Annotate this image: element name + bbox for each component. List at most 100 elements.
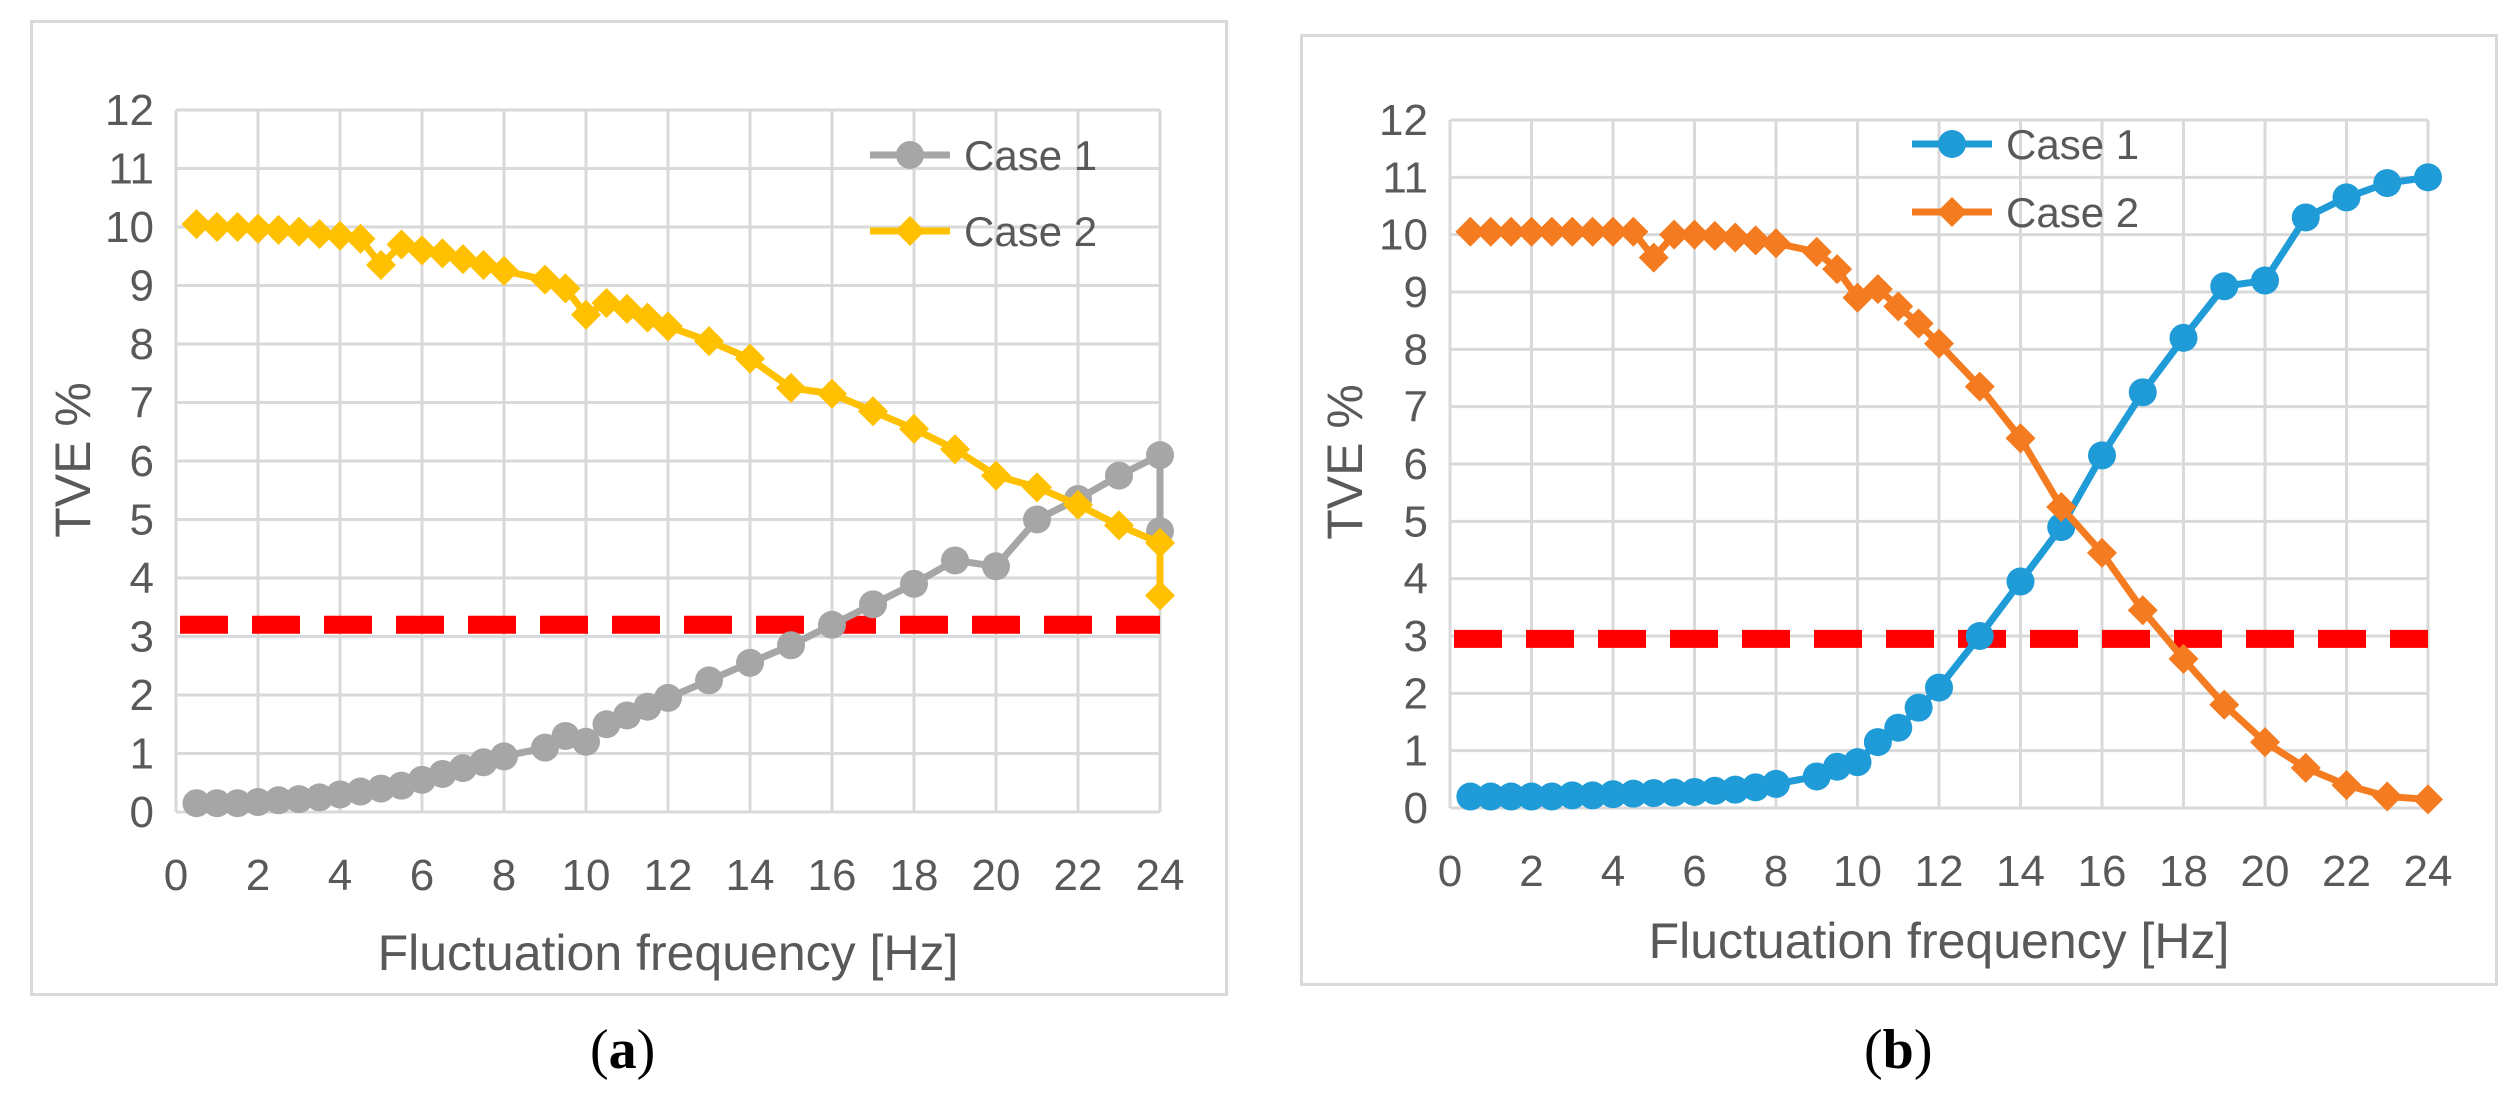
data-point xyxy=(1577,216,1608,247)
y-tick-label: 2 xyxy=(1404,669,1428,718)
data-point xyxy=(1476,782,1505,811)
legend-label: Case 1 xyxy=(964,132,1097,179)
data-point xyxy=(776,372,806,403)
x-axis-title: Fluctuation frequency [Hz] xyxy=(378,925,959,981)
data-point xyxy=(1903,308,1934,339)
y-tick-label: 10 xyxy=(105,203,154,252)
data-point xyxy=(1599,780,1627,809)
data-point xyxy=(367,774,395,803)
data-point xyxy=(366,250,396,281)
data-point xyxy=(1699,220,1730,251)
y-tick-label: 10 xyxy=(1379,211,1428,260)
data-point xyxy=(1883,291,1914,322)
data-point xyxy=(550,273,581,304)
data-point xyxy=(572,727,600,756)
y-tick-label: 6 xyxy=(1404,440,1428,489)
data-point xyxy=(2169,323,2198,352)
y-tick-label: 7 xyxy=(130,379,154,428)
data-point xyxy=(1619,779,1648,808)
data-point xyxy=(2290,752,2321,783)
data-point xyxy=(1964,371,1995,402)
data-point xyxy=(1801,236,1832,267)
x-tick-label: 6 xyxy=(410,851,434,900)
x-tick-label: 2 xyxy=(1519,847,1543,896)
x-tick-label: 10 xyxy=(1833,847,1882,896)
y-tick-label: 5 xyxy=(130,496,154,545)
data-point xyxy=(1762,769,1790,798)
data-point xyxy=(1659,219,1690,250)
data-point xyxy=(1863,728,1892,757)
x-tick-label: 6 xyxy=(1682,847,1706,896)
x-tick-label: 14 xyxy=(726,851,775,900)
data-point xyxy=(2414,163,2442,192)
data-point xyxy=(285,785,313,814)
data-point xyxy=(1720,222,1751,253)
data-point xyxy=(899,413,929,444)
x-axis-title: Fluctuation frequency [Hz] xyxy=(1649,913,2230,969)
data-point xyxy=(2005,423,2036,454)
data-point xyxy=(1496,216,1527,247)
y-tick-label: 0 xyxy=(1404,784,1428,833)
legend-label: Case 2 xyxy=(964,208,1097,255)
data-point xyxy=(2332,183,2361,212)
data-point xyxy=(1680,777,1709,806)
data-point xyxy=(571,299,601,330)
y-axis-title: TVE % xyxy=(1317,384,1373,540)
data-point xyxy=(1700,776,1729,805)
data-point xyxy=(1965,622,1994,650)
data-point xyxy=(1578,781,1607,810)
data-point xyxy=(859,590,887,619)
data-point xyxy=(1146,441,1174,470)
data-point xyxy=(304,219,335,250)
data-point xyxy=(2046,492,2077,522)
data-point xyxy=(1740,225,1771,256)
data-point xyxy=(1761,228,1791,259)
data-point xyxy=(243,213,273,244)
data-point xyxy=(2006,567,2035,596)
data-point xyxy=(1023,505,1051,534)
data-point xyxy=(1925,673,1953,702)
y-tick-label: 1 xyxy=(1404,727,1428,776)
y-tick-label: 8 xyxy=(1404,325,1428,374)
data-point xyxy=(489,255,519,286)
x-tick-label: 22 xyxy=(2322,847,2371,896)
caption-a-label: a xyxy=(608,1019,637,1081)
data-point xyxy=(263,214,294,245)
data-point xyxy=(1105,461,1133,490)
data-point xyxy=(2209,689,2240,720)
x-tick-label: 20 xyxy=(972,851,1021,900)
legend-marker xyxy=(1937,197,1967,227)
legend-marker xyxy=(1938,130,1966,158)
data-point xyxy=(736,648,764,677)
y-tick-label: 6 xyxy=(130,437,154,486)
data-point xyxy=(2168,643,2199,674)
data-point xyxy=(284,216,314,247)
data-point xyxy=(2250,727,2280,758)
data-point xyxy=(1517,782,1546,811)
data-point xyxy=(858,396,888,427)
data-point xyxy=(654,683,682,712)
chart-b-frame xyxy=(1300,34,2498,986)
data-point xyxy=(181,209,212,240)
data-point xyxy=(203,789,231,818)
x-tick-label: 22 xyxy=(1054,851,1103,900)
data-point xyxy=(2372,781,2403,812)
data-point xyxy=(1497,782,1526,811)
chart-a-frame xyxy=(30,20,1228,996)
y-tick-label: 7 xyxy=(1404,383,1428,432)
data-point xyxy=(818,610,846,639)
y-tick-label: 12 xyxy=(105,86,154,135)
legend-marker xyxy=(896,141,924,169)
data-point xyxy=(1536,216,1567,247)
data-point xyxy=(940,434,970,465)
data-point xyxy=(982,552,1010,581)
data-point xyxy=(1537,782,1566,811)
x-tick-label: 4 xyxy=(1601,847,1625,896)
data-point xyxy=(244,788,272,817)
y-tick-label: 2 xyxy=(130,671,154,720)
x-tick-label: 0 xyxy=(1438,847,1462,896)
data-point xyxy=(2088,441,2116,470)
data-point xyxy=(346,777,375,806)
x-tick-label: 24 xyxy=(2404,847,2453,896)
